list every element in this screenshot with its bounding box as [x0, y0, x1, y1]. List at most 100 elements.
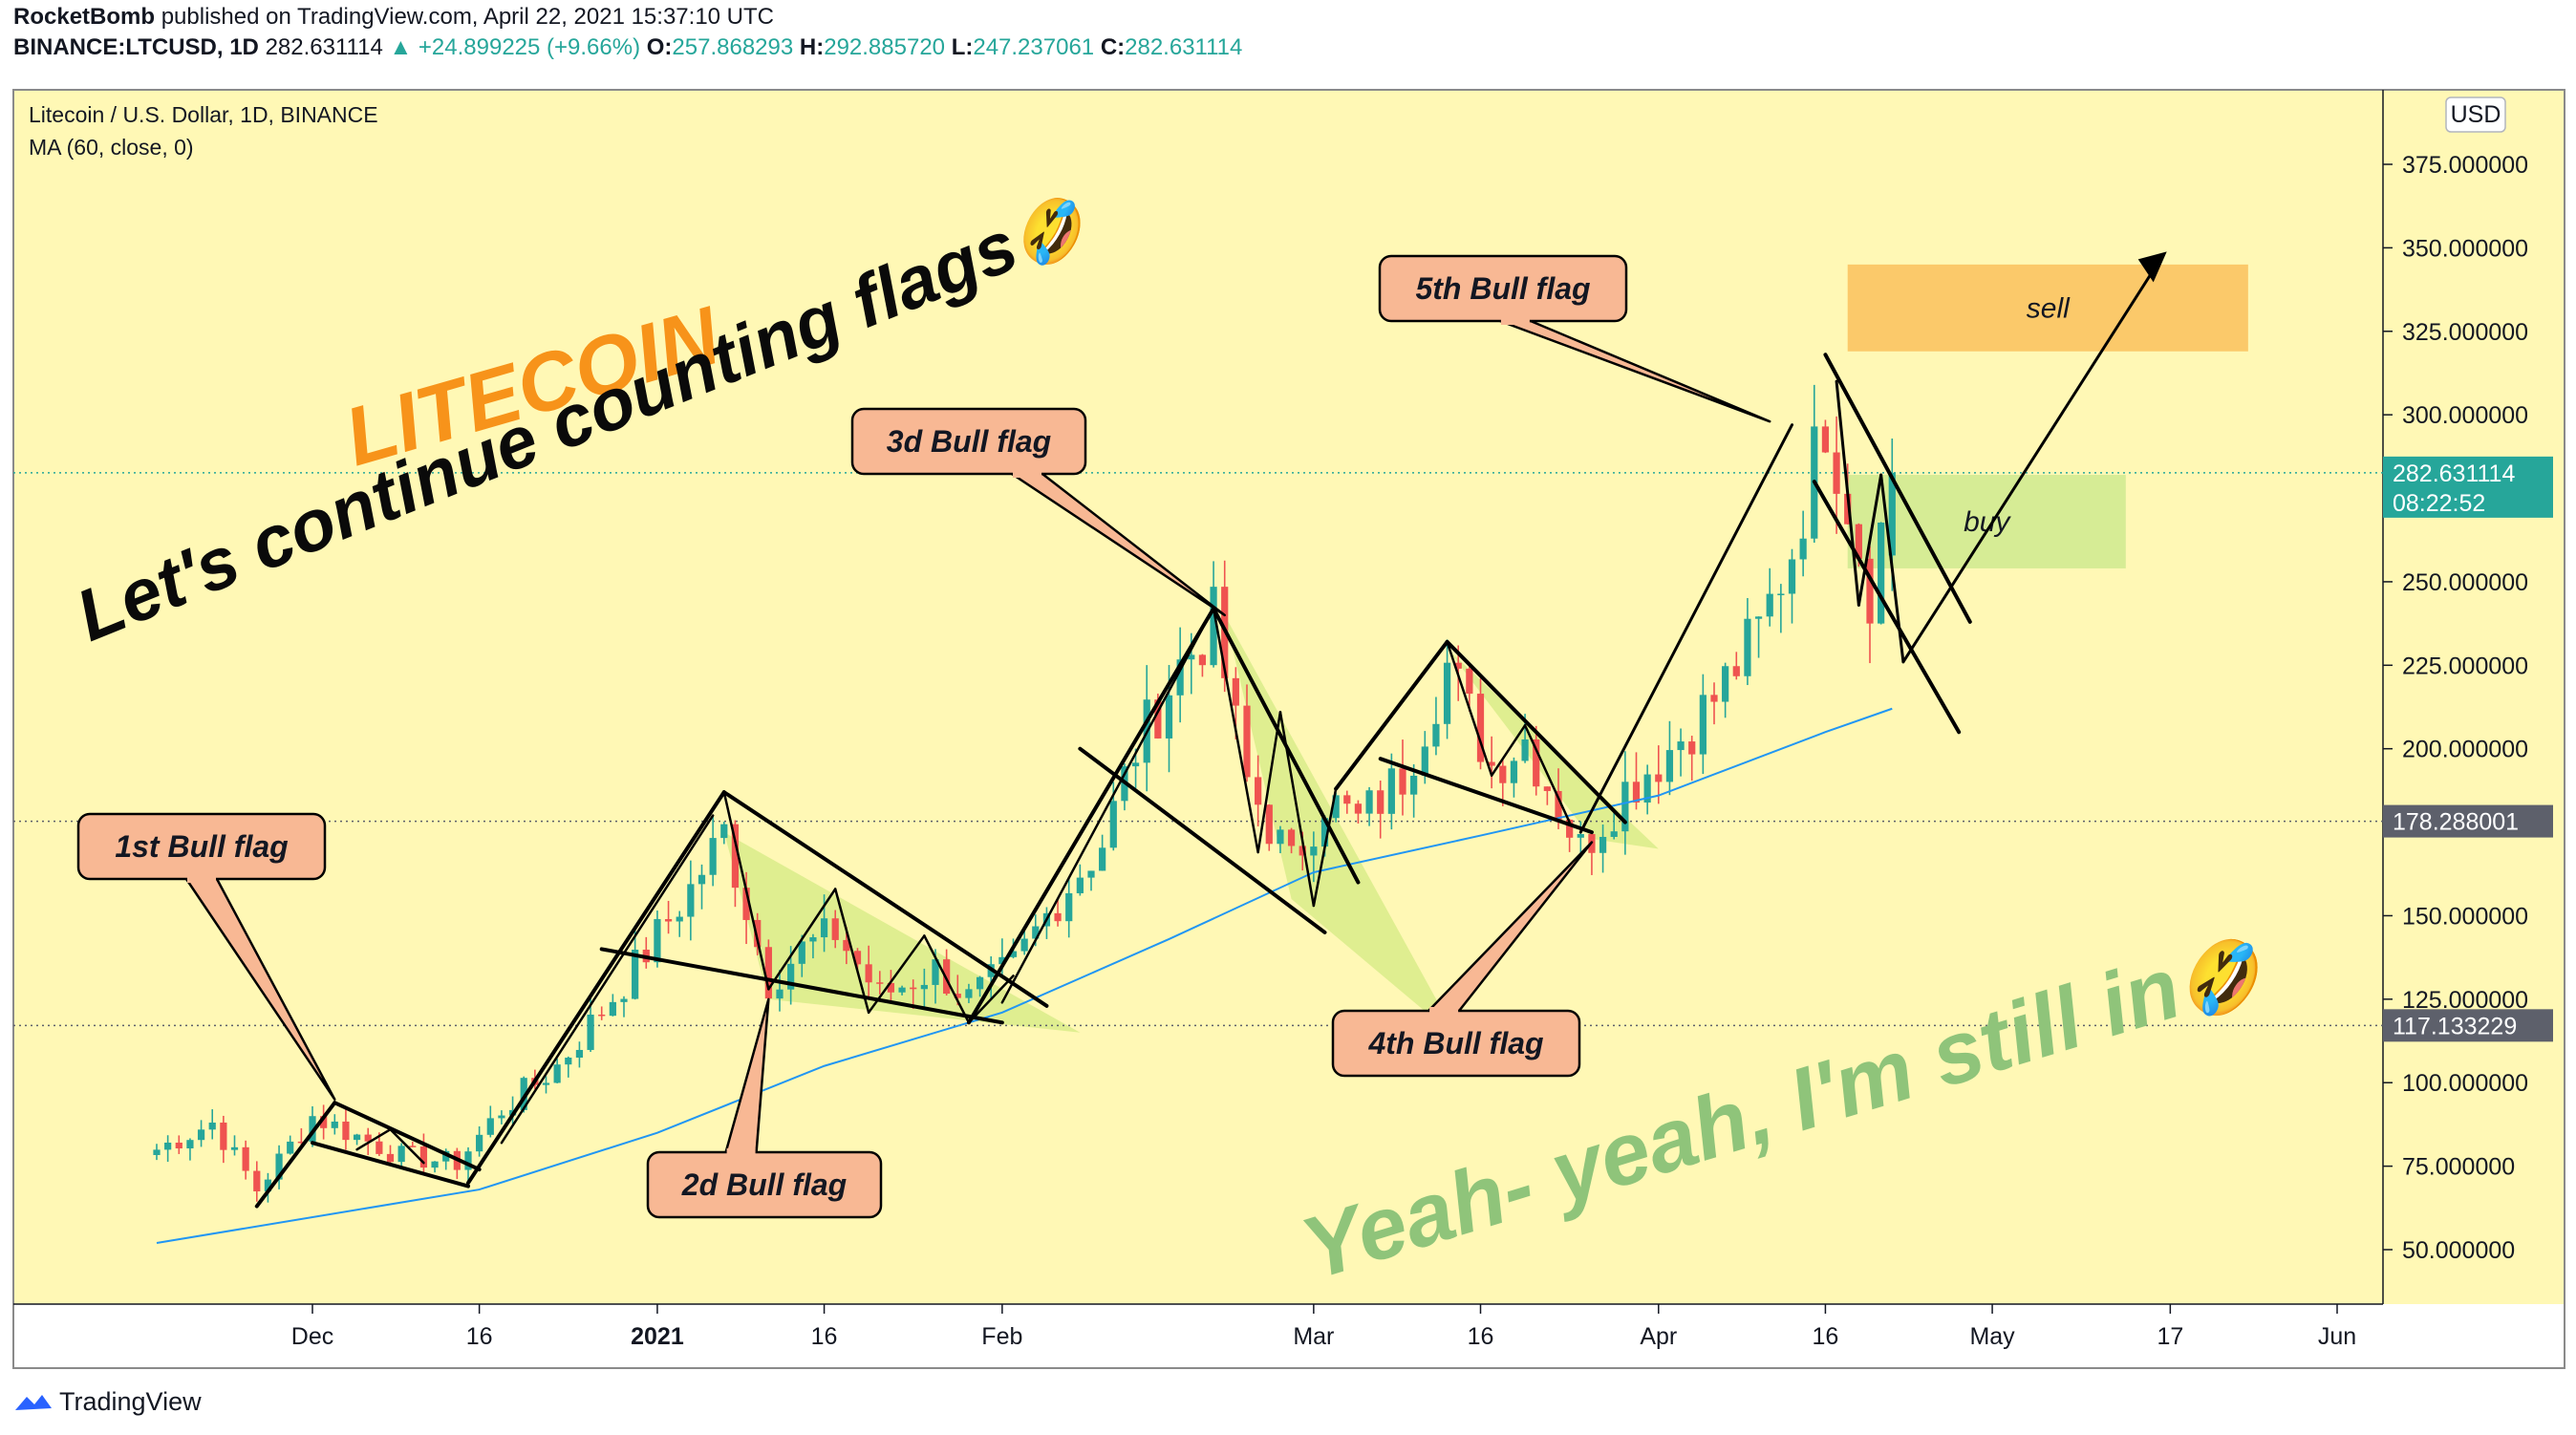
- trend-line: [967, 975, 1015, 1024]
- trend-line: [722, 790, 770, 991]
- callout-4: 4th Bull flag: [1331, 841, 1594, 1078]
- candle: [331, 1114, 338, 1135]
- candle-body: [486, 1118, 494, 1135]
- last-price: 282.631114: [265, 34, 383, 60]
- tradingview-brand[interactable]: TradingView: [59, 1387, 202, 1416]
- candle: [776, 970, 784, 1012]
- candle-body: [687, 884, 695, 917]
- candle: [609, 994, 616, 1017]
- candle: [1533, 725, 1540, 796]
- candle-body: [1210, 587, 1217, 666]
- candle-body: [1710, 695, 1718, 702]
- legend-indicator: MA (60, close, 0): [29, 135, 194, 160]
- candle-body: [320, 1116, 328, 1128]
- price-label-text: 117.133229: [2393, 1013, 2517, 1039]
- candle-body: [498, 1115, 505, 1119]
- candle-body: [575, 1049, 584, 1059]
- candle-body: [153, 1149, 161, 1155]
- candle: [965, 983, 973, 1003]
- buy-zone-label: buy: [1964, 506, 2011, 538]
- candle: [887, 970, 895, 1001]
- candle: [698, 864, 706, 910]
- candle: [1243, 684, 1251, 782]
- candle: [1365, 786, 1373, 826]
- x-axis-tick-label: Mar: [1293, 1323, 1334, 1350]
- candle-body: [220, 1122, 227, 1150]
- candle: [764, 939, 772, 1002]
- trend-line: [833, 888, 870, 1015]
- candle-body: [1354, 803, 1363, 814]
- candle-body: [1277, 829, 1284, 845]
- candle-body: [831, 918, 839, 940]
- y-axis-tick-label: 300.000000: [2402, 402, 2528, 429]
- candle-body: [1632, 782, 1641, 803]
- sell-zone-label: sell: [2027, 292, 2071, 324]
- trend-line: [1523, 723, 1571, 824]
- trend-line: [1446, 640, 1493, 777]
- legend-title: Litecoin / U.S. Dollar, 1D, BINANCE: [29, 102, 378, 127]
- callout-5: 5th Bull flag: [1378, 254, 1771, 423]
- price-label-text: 178.288001: [2393, 809, 2519, 836]
- trend-line: [923, 934, 971, 1024]
- candle: [1878, 522, 1885, 625]
- candle-body: [397, 1146, 405, 1163]
- trend-line: [333, 1101, 482, 1172]
- candle: [164, 1135, 172, 1163]
- candle-body: [1844, 493, 1852, 525]
- callout-box: [850, 407, 1087, 476]
- countdown-text: 08:22:52: [2393, 490, 2485, 517]
- candle-body: [1421, 746, 1428, 776]
- candle: [1543, 786, 1551, 805]
- target-arrowhead: [2137, 251, 2167, 283]
- candle-body: [242, 1146, 249, 1171]
- price-label-box: [2383, 804, 2553, 838]
- candle: [1343, 790, 1351, 814]
- trend-line: [254, 1101, 337, 1209]
- candle-body: [598, 1014, 606, 1017]
- trend-line: [721, 790, 1049, 1008]
- candle-body: [1476, 694, 1485, 762]
- open-value: 257.868293: [672, 34, 794, 60]
- high-value: 292.885720: [824, 34, 946, 60]
- callout-joint: [1500, 317, 1530, 325]
- candle-body: [1087, 870, 1095, 878]
- candle-body: [431, 1161, 439, 1168]
- candle-body: [1788, 559, 1796, 594]
- callout-joint: [726, 1148, 756, 1156]
- candle: [731, 820, 740, 908]
- publisher-name[interactable]: RocketBomb: [13, 4, 156, 30]
- flag-pattern-fill: [1447, 648, 1659, 849]
- candle-body: [1488, 761, 1495, 766]
- candle: [1510, 757, 1518, 798]
- candle: [253, 1161, 261, 1202]
- candle: [1688, 736, 1696, 782]
- candle-body: [664, 919, 673, 922]
- candle-body: [1032, 926, 1040, 939]
- candle-body: [1377, 790, 1385, 814]
- candle-body: [1754, 616, 1763, 619]
- y-axis-tick-label: 125.000000: [2402, 987, 2528, 1014]
- candle-body: [542, 1082, 550, 1085]
- trend-line: [1823, 353, 1972, 624]
- candle-body: [253, 1170, 261, 1191]
- trend-line: [599, 947, 1004, 1025]
- price-axis[interactable]: [2383, 90, 2565, 1304]
- candle-body: [230, 1146, 239, 1150]
- trend-line: [767, 888, 837, 991]
- candle-body: [275, 1153, 283, 1180]
- candle: [1677, 728, 1685, 777]
- currency-button[interactable]: USD: [2445, 96, 2506, 133]
- candle-body: [342, 1121, 350, 1141]
- candle: [542, 1076, 550, 1094]
- candle: [1788, 548, 1796, 624]
- candle-body: [309, 1116, 316, 1142]
- candle: [1087, 870, 1095, 891]
- candle-body: [1454, 662, 1462, 669]
- candle-body: [1076, 877, 1084, 893]
- callout-joint: [1429, 1007, 1459, 1015]
- trend-line: [1212, 607, 1259, 854]
- callout-1: 1st Bull flag: [76, 812, 336, 1101]
- trend-line: [1879, 473, 1905, 664]
- y-axis-tick-label: 100.000000: [2402, 1070, 2528, 1097]
